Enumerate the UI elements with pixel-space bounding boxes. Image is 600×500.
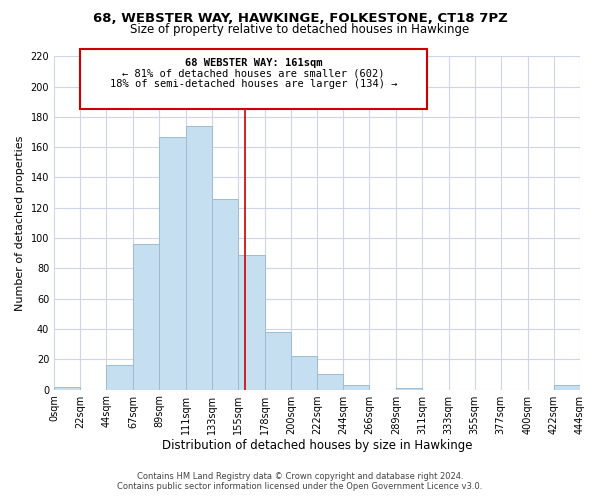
Bar <box>265 332 291 390</box>
Bar <box>397 388 422 390</box>
Bar <box>106 366 133 390</box>
Bar <box>54 386 80 390</box>
Bar <box>343 385 369 390</box>
Text: 68 WEBSTER WAY: 161sqm: 68 WEBSTER WAY: 161sqm <box>185 58 322 68</box>
Text: Contains HM Land Registry data © Crown copyright and database right 2024.
Contai: Contains HM Land Registry data © Crown c… <box>118 472 482 491</box>
Bar <box>291 356 317 390</box>
Text: 68, WEBSTER WAY, HAWKINGE, FOLKESTONE, CT18 7PZ: 68, WEBSTER WAY, HAWKINGE, FOLKESTONE, C… <box>92 12 508 26</box>
Text: 18% of semi-detached houses are larger (134) →: 18% of semi-detached houses are larger (… <box>110 79 397 89</box>
Bar <box>133 244 160 390</box>
X-axis label: Distribution of detached houses by size in Hawkinge: Distribution of detached houses by size … <box>162 440 472 452</box>
FancyBboxPatch shape <box>80 48 427 110</box>
Text: Size of property relative to detached houses in Hawkinge: Size of property relative to detached ho… <box>130 23 470 36</box>
Bar <box>554 385 580 390</box>
Bar <box>317 374 343 390</box>
Bar <box>212 198 238 390</box>
Bar <box>238 254 265 390</box>
Bar <box>160 136 185 390</box>
Y-axis label: Number of detached properties: Number of detached properties <box>15 135 25 310</box>
Bar <box>185 126 212 390</box>
Text: ← 81% of detached houses are smaller (602): ← 81% of detached houses are smaller (60… <box>122 68 385 78</box>
